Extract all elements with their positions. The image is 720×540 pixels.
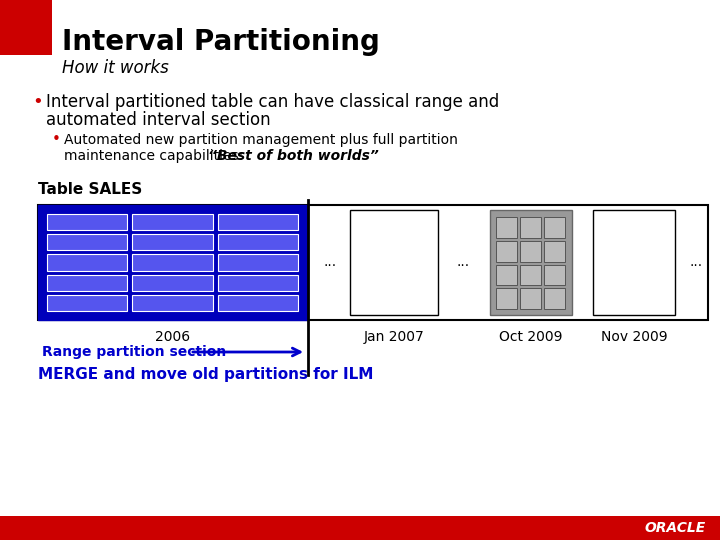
Text: 2006: 2006 bbox=[156, 330, 191, 344]
Text: ...: ... bbox=[323, 255, 336, 269]
Bar bbox=[47, 254, 127, 271]
Bar bbox=[496, 217, 517, 238]
Bar bbox=[38, 205, 708, 320]
Bar bbox=[38, 205, 308, 320]
Bar bbox=[496, 241, 517, 261]
Text: Range partition section: Range partition section bbox=[42, 345, 226, 359]
Bar bbox=[47, 295, 127, 311]
Bar bbox=[132, 214, 212, 230]
Text: MERGE and move old partitions for ILM: MERGE and move old partitions for ILM bbox=[38, 368, 374, 382]
Bar bbox=[0, 516, 720, 540]
Bar bbox=[132, 234, 212, 251]
Bar bbox=[520, 265, 541, 285]
Text: ORACLE: ORACLE bbox=[644, 521, 706, 535]
Text: •: • bbox=[32, 93, 42, 111]
Bar bbox=[47, 214, 127, 230]
Bar bbox=[544, 217, 565, 238]
Bar bbox=[490, 210, 572, 315]
Bar bbox=[132, 295, 212, 311]
Bar bbox=[217, 234, 298, 251]
Text: •: • bbox=[52, 132, 61, 147]
Bar bbox=[0, 0, 52, 55]
Bar bbox=[47, 234, 127, 251]
Bar bbox=[217, 295, 298, 311]
Text: Oct 2009: Oct 2009 bbox=[499, 330, 563, 344]
Text: “Best of both worlds”: “Best of both worlds” bbox=[208, 149, 379, 163]
FancyArrowPatch shape bbox=[193, 348, 300, 356]
Bar bbox=[217, 214, 298, 230]
Text: Jan 2007: Jan 2007 bbox=[364, 330, 424, 344]
Text: ...: ... bbox=[690, 255, 703, 269]
Bar bbox=[520, 241, 541, 261]
Text: automated interval section: automated interval section bbox=[46, 111, 271, 129]
Bar bbox=[544, 241, 565, 261]
Text: ...: ... bbox=[456, 255, 469, 269]
Bar bbox=[217, 275, 298, 291]
Text: Nov 2009: Nov 2009 bbox=[600, 330, 667, 344]
Bar bbox=[520, 288, 541, 309]
Text: How it works: How it works bbox=[62, 59, 168, 77]
Bar bbox=[544, 265, 565, 285]
Bar bbox=[132, 254, 212, 271]
Bar bbox=[217, 254, 298, 271]
Bar bbox=[593, 210, 675, 315]
Bar bbox=[350, 210, 438, 315]
Text: Interval Partitioning: Interval Partitioning bbox=[62, 28, 380, 56]
Text: Table SALES: Table SALES bbox=[38, 183, 143, 198]
Bar bbox=[496, 265, 517, 285]
Text: Automated new partition management plus full partition: Automated new partition management plus … bbox=[64, 133, 458, 147]
Text: maintenance capabilities:: maintenance capabilities: bbox=[64, 149, 248, 163]
Bar bbox=[496, 288, 517, 309]
Text: Interval partitioned table can have classical range and: Interval partitioned table can have clas… bbox=[46, 93, 499, 111]
Bar bbox=[544, 288, 565, 309]
Bar bbox=[132, 275, 212, 291]
Bar bbox=[520, 217, 541, 238]
Bar bbox=[47, 275, 127, 291]
